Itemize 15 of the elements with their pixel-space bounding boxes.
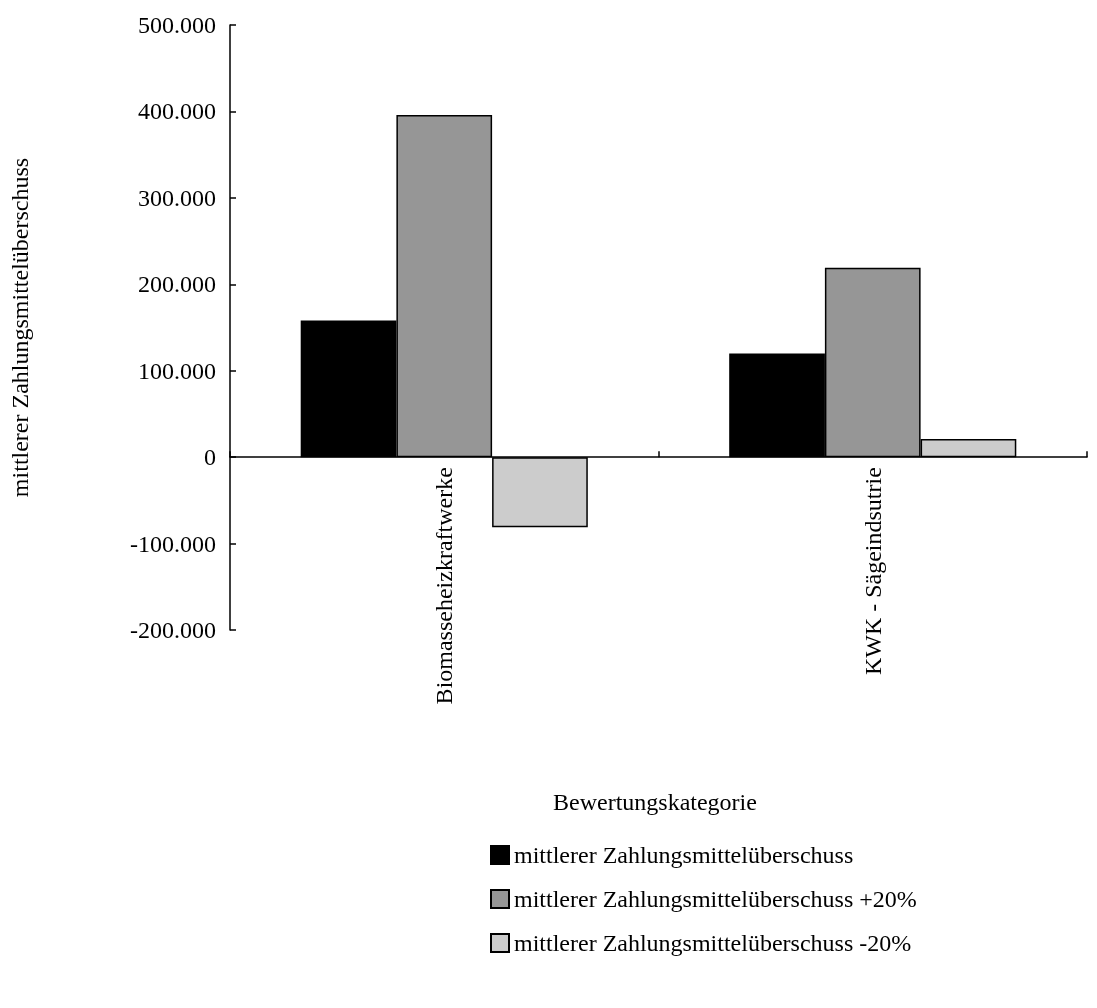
x-axis-title: Bewertungskategorie [553, 789, 757, 815]
y-tick-label: -200.000 [130, 617, 216, 643]
y-tick-label: 400.000 [138, 98, 216, 125]
legend-label: mittlerer Zahlungsmittelüberschuss -20% [514, 930, 912, 956]
x-tick-label: Biomasseheizkraftwerke [431, 467, 458, 705]
legend-label: mittlerer Zahlungsmittelüberschuss +20% [514, 886, 917, 912]
y-tick-label: 100.000 [138, 357, 216, 384]
x-tick-label: KWK - Sägeindsutrie [859, 467, 886, 676]
y-tick-label: 300.000 [138, 184, 216, 211]
y-tick-label: -100.000 [130, 530, 216, 557]
y-tick-label: 200.000 [138, 271, 216, 298]
y-tick-label: 0 [204, 444, 216, 471]
y-axis-title: mittlerer Zahlungsmittelüberschuss [7, 157, 33, 498]
legend-label: mittlerer Zahlungsmittelüberschuss [514, 842, 854, 868]
y-tick-label: 500.000 [138, 12, 216, 38]
